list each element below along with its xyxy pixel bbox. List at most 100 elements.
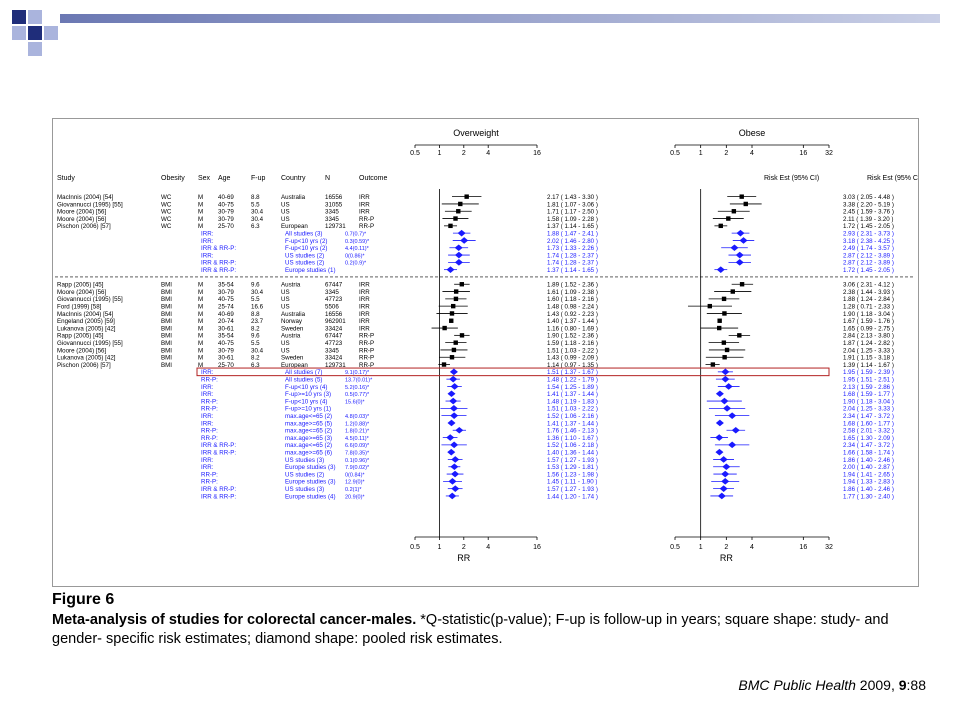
risk-estimate-text: 1.43 ( 0.99 - 2.09 ) (547, 355, 598, 362)
pooled-diamond (724, 383, 733, 390)
sex: M (198, 333, 203, 340)
risk-estimate-text: 1.39 ( 1.14 - 1.67 ) (843, 362, 894, 369)
study-square (449, 311, 455, 316)
pooled-outcome-label: RR-P: (201, 398, 218, 405)
country: Sweden (281, 325, 304, 332)
q-statistic: 0.2(1)* (345, 487, 362, 493)
pooled-diamond (447, 390, 456, 398)
study-square (739, 194, 744, 199)
citation: BMC Public Health 2009, 9:88 (738, 677, 926, 693)
top-tick-label: 32 (825, 150, 833, 157)
pooled-description: Europe studies (1) (285, 267, 336, 274)
pooled-diamond (450, 383, 459, 390)
study-square (710, 362, 716, 367)
pooled-diamond (450, 412, 459, 419)
follow-up: 5.5 (251, 340, 260, 347)
risk-estimate-text: 1.88 ( 1.47 - 2.41 ) (547, 230, 598, 237)
risk-estimate-text: 1.51 ( 1.37 - 1.67 ) (547, 369, 598, 376)
sex: M (198, 303, 203, 310)
study-square (442, 325, 447, 331)
study-square (730, 289, 735, 294)
risk-estimate-text: 3.18 ( 2.38 - 4.25 ) (843, 238, 894, 245)
bottom-tick-label: 16 (533, 544, 541, 551)
q-statistic: 13.7(0.01)* (345, 377, 373, 383)
risk-estimate-text: 1.51 ( 1.03 - 2.22 ) (547, 406, 598, 413)
risk-estimate-text: 1.65 ( 1.30 - 2.09 ) (843, 435, 894, 442)
q-statistic: 0.7(0.7)* (345, 231, 367, 237)
pooled-outcome-label: IRR: (201, 238, 214, 245)
sex: M (198, 201, 203, 208)
pooled-description: F-up>=10 yrs (1) (285, 406, 331, 413)
risk-estimate-text: 2.87 ( 2.12 - 3.89 ) (843, 260, 894, 267)
x-axis-label: RR (720, 553, 733, 563)
pooled-diamond (731, 426, 740, 434)
sample-size: 67447 (325, 333, 343, 340)
pooled-outcome-label: RR-P: (201, 376, 218, 383)
top-tick-label: 0.5 (410, 150, 420, 157)
study-name: Giovannucci (1995) [55] (57, 296, 123, 303)
citation-page: :88 (906, 677, 926, 693)
obesity-measure: BMI (161, 325, 172, 332)
bottom-tick-label: 16 (799, 544, 807, 551)
study-square (726, 216, 731, 221)
risk-estimate-text: 1.40 ( 1.36 - 1.44 ) (547, 449, 598, 456)
bottom-tick-label: 0.5 (670, 544, 680, 551)
sample-size: 16556 (325, 311, 343, 318)
estimate-header: Risk Est (95% CI) (867, 175, 918, 182)
age-range: 30-79 (218, 209, 234, 216)
study-name: Moore (2004) [56] (57, 209, 106, 216)
study-square (453, 296, 459, 302)
age-range: 30-79 (218, 216, 234, 223)
sex: M (198, 282, 203, 289)
obesity-measure: BMI (161, 311, 172, 318)
risk-estimate-text: 1.58 ( 1.09 - 2.28 ) (547, 216, 598, 223)
country: US (281, 347, 290, 354)
sex: M (198, 347, 203, 354)
sex: M (198, 289, 203, 296)
follow-up: 6.3 (251, 362, 260, 369)
follow-up: 6.3 (251, 223, 260, 230)
risk-estimate-text: 1.81 ( 1.07 - 3.06 ) (547, 201, 598, 208)
risk-estimate-text: 2.45 ( 1.59 - 3.76 ) (843, 209, 894, 216)
obesity-measure: WC (161, 209, 172, 216)
risk-estimate-text: 1.52 ( 1.06 - 2.16 ) (547, 413, 598, 420)
caption-text: Meta-analysis of studies for colorectal … (52, 611, 912, 649)
q-statistic: 4.5(0.11)* (345, 436, 370, 442)
risk-estimate-text: 2.34 ( 1.47 - 3.72 ) (843, 413, 894, 420)
deco-square (12, 10, 26, 24)
risk-estimate-text: 2.11 ( 1.39 - 3.20 ) (843, 216, 893, 223)
obesity-measure: WC (161, 194, 172, 201)
sample-size: 962901 (325, 318, 346, 325)
study-name: Moore (2004) [56] (57, 216, 106, 223)
risk-estimate-text: 1.68 ( 1.59 - 1.77 ) (843, 391, 894, 398)
pooled-description: F-up<10 yrs (4) (285, 384, 327, 391)
follow-up: 30.4 (251, 209, 264, 216)
top-tick-label: 1 (699, 150, 703, 157)
age-range: 30-61 (218, 355, 234, 362)
risk-estimate-text: 1.28 ( 0.71 - 2.33 ) (843, 303, 894, 310)
sample-size: 3345 (325, 209, 339, 216)
follow-up: 30.4 (251, 347, 264, 354)
age-range: 25-70 (218, 223, 234, 230)
q-statistic: 4.4(0.11)* (345, 246, 370, 252)
pooled-outcome-label: IRR & RR-P: (201, 486, 236, 493)
deco-square (28, 26, 42, 40)
country: US (281, 216, 290, 223)
pooled-diamond (450, 463, 459, 471)
age-range: 30-61 (218, 325, 234, 332)
risk-estimate-text: 1.72 ( 1.45 - 2.05 ) (843, 267, 894, 274)
outcome: IRR (359, 296, 370, 303)
pooled-description: F-up<10 yrs (2) (285, 245, 327, 252)
outcome: IRR (359, 201, 370, 208)
pooled-outcome-label: IRR & RR-P: (201, 260, 236, 267)
q-statistic: 0.1(0.96)* (345, 458, 370, 464)
pooled-outcome-label: RR-P: (201, 479, 218, 486)
study-square (459, 333, 465, 338)
q-statistic: 4.8(0.03)* (345, 414, 370, 420)
bottom-tick-label: 32 (825, 544, 833, 551)
column-header: Age (218, 175, 231, 182)
risk-estimate-text: 1.71 ( 1.17 - 2.50 ) (547, 209, 598, 216)
bottom-tick-label: 1 (699, 544, 703, 551)
study-square (721, 296, 727, 302)
top-tick-label: 16 (799, 150, 807, 157)
